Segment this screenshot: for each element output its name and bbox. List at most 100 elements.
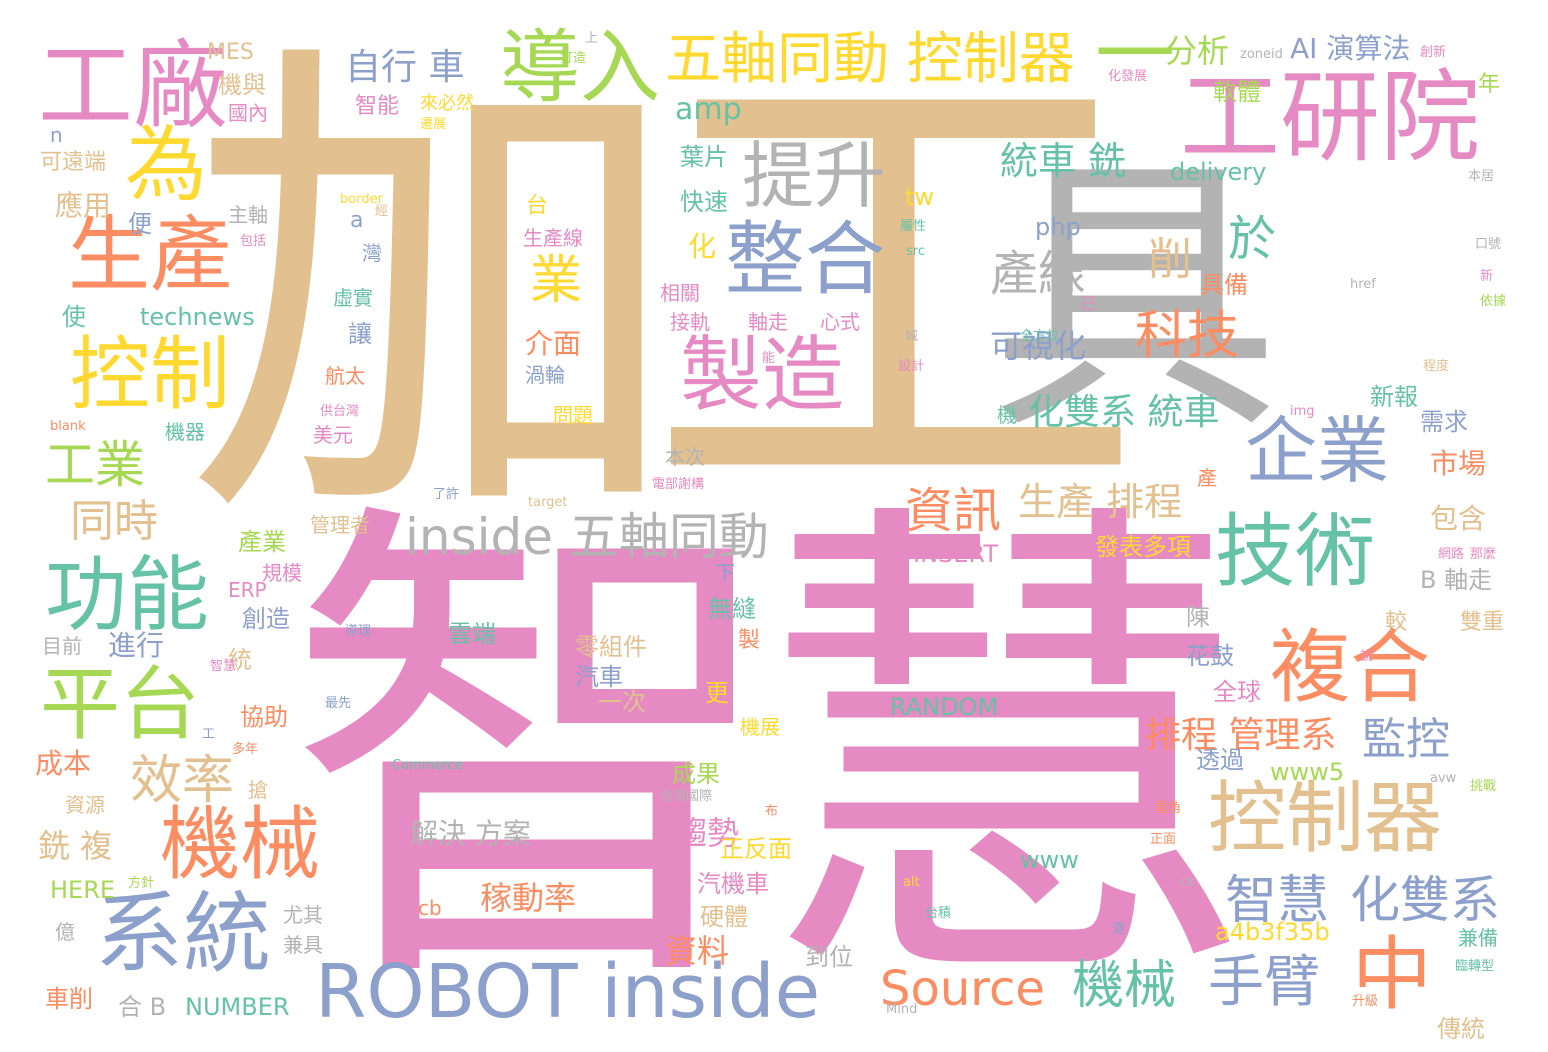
- word-14: 企業: [1245, 409, 1390, 493]
- word-136: 年: [1478, 72, 1501, 97]
- word-108: 億: [55, 920, 75, 944]
- word-130: 相關: [660, 281, 700, 305]
- word-155: 化發展: [1108, 69, 1148, 84]
- word-69: 資料: [665, 932, 730, 970]
- word-148: alt: [903, 875, 920, 890]
- word-184: 經: [375, 204, 389, 219]
- word-174: 工: [202, 727, 216, 742]
- word-138: a: [350, 208, 364, 233]
- word-84: 透過: [1196, 746, 1244, 774]
- word-193: 方針: [128, 876, 155, 891]
- word-27: 手臂: [1208, 950, 1320, 1015]
- word-147: target: [528, 495, 568, 510]
- word-35: 自行 車: [345, 47, 465, 88]
- word-198: 布: [765, 804, 779, 819]
- word-9: 生產: [68, 208, 233, 303]
- word-23: 中: [1352, 928, 1432, 1021]
- word-131: 接軌: [670, 310, 710, 334]
- word-182: 屬性: [900, 219, 927, 234]
- word-117: 應用: [55, 189, 112, 222]
- word-179: 周方: [1100, 699, 1127, 714]
- word-6: 五軸同動 控制器: [665, 27, 1075, 92]
- word-46: 監控: [1362, 714, 1450, 765]
- word-171: 搶: [248, 778, 268, 802]
- word-173: 最先: [325, 696, 352, 711]
- word-109: 車削: [45, 985, 93, 1013]
- word-104: 資源: [65, 793, 105, 817]
- word-176: 運: [1112, 922, 1126, 937]
- word-71: NUMBER: [185, 993, 290, 1021]
- word-150: Mind: [886, 1002, 918, 1017]
- word-36: 分析: [1165, 32, 1230, 70]
- word-75: www5: [1270, 758, 1345, 786]
- word-124: 美元: [313, 423, 353, 447]
- word-194: 雲角: [1155, 801, 1182, 816]
- word-11: 提升: [742, 134, 887, 218]
- word-169: 已: [1080, 294, 1097, 313]
- word-144: src: [906, 244, 925, 259]
- word-60: INSERT: [913, 540, 999, 568]
- word-3: 工研院: [1180, 59, 1480, 176]
- word-39: 同時: [70, 496, 158, 547]
- word-78: B 軸走: [1420, 566, 1493, 594]
- word-67: 汽機車: [697, 870, 769, 898]
- word-106: 尤其: [283, 903, 323, 927]
- word-66: 正反面: [720, 835, 792, 863]
- word-197: 城: [905, 329, 919, 344]
- word-200: 說: [1360, 649, 1374, 664]
- word-89: 無縫: [708, 595, 756, 623]
- word-32: 科技: [1135, 306, 1240, 366]
- word-107: 兼具: [283, 933, 323, 957]
- word-191: 智慧: [210, 659, 237, 674]
- word-170: 正面: [1150, 832, 1177, 847]
- word-68: 硬體: [700, 903, 748, 931]
- word-24: 控制器: [1208, 774, 1443, 864]
- word-161: 程度: [1423, 359, 1450, 374]
- word-16: 功能: [45, 548, 210, 643]
- word-30: 效率: [130, 751, 235, 811]
- word-25: Source: [880, 961, 1045, 1017]
- word-101: 統: [228, 646, 252, 674]
- word-53: technews: [140, 303, 255, 331]
- word-57: 需求: [1420, 408, 1468, 436]
- word-55: tw: [905, 183, 935, 211]
- word-8: 為: [125, 118, 208, 213]
- word-94: 管理者: [310, 513, 370, 537]
- word-77: 兼備: [1458, 926, 1498, 950]
- word-141: border: [340, 192, 383, 207]
- word-123: 航太: [325, 364, 365, 388]
- word-73: a4b3f35b: [1215, 918, 1330, 946]
- word-37: AI 演算法: [1290, 32, 1411, 65]
- word-156: 來必然: [420, 93, 474, 114]
- word-186: 上: [585, 31, 599, 46]
- word-12: 整合: [725, 213, 885, 306]
- word-51: 快速: [680, 188, 728, 216]
- word-88: 雲端: [448, 620, 496, 648]
- word-129: 問題: [553, 403, 593, 427]
- word-113: 機與: [218, 71, 266, 99]
- word-48: amp: [675, 92, 742, 127]
- word-134: 化: [688, 230, 717, 263]
- word-15: 技術: [1215, 505, 1375, 598]
- word-151: ck: [1180, 875, 1195, 890]
- word-86: 汽車: [575, 663, 623, 691]
- word-178: 升級: [1352, 994, 1379, 1009]
- word-190: 台灣國際: [660, 789, 713, 804]
- word-181: 設計: [898, 359, 925, 374]
- word-50: 葉片: [680, 143, 728, 171]
- word-64: 趨勢: [675, 814, 740, 852]
- word-91: 機展: [740, 715, 780, 739]
- word-128: 渦輪: [525, 363, 565, 387]
- word-61: 發表多項: [1095, 533, 1191, 561]
- word-81: 全球: [1213, 678, 1261, 706]
- word-93: 本次: [665, 445, 705, 469]
- word-165: 製: [738, 628, 761, 653]
- word-99: 進行: [108, 629, 165, 662]
- word-5: 導入: [500, 21, 660, 114]
- word-142: zoneid: [1240, 47, 1283, 62]
- word-20: ROBOT inside: [315, 949, 821, 1035]
- word-119: 使: [62, 303, 86, 331]
- word-79: 雙重: [1460, 610, 1505, 635]
- word-98: 創造: [242, 605, 290, 633]
- word-112: MES: [207, 40, 254, 65]
